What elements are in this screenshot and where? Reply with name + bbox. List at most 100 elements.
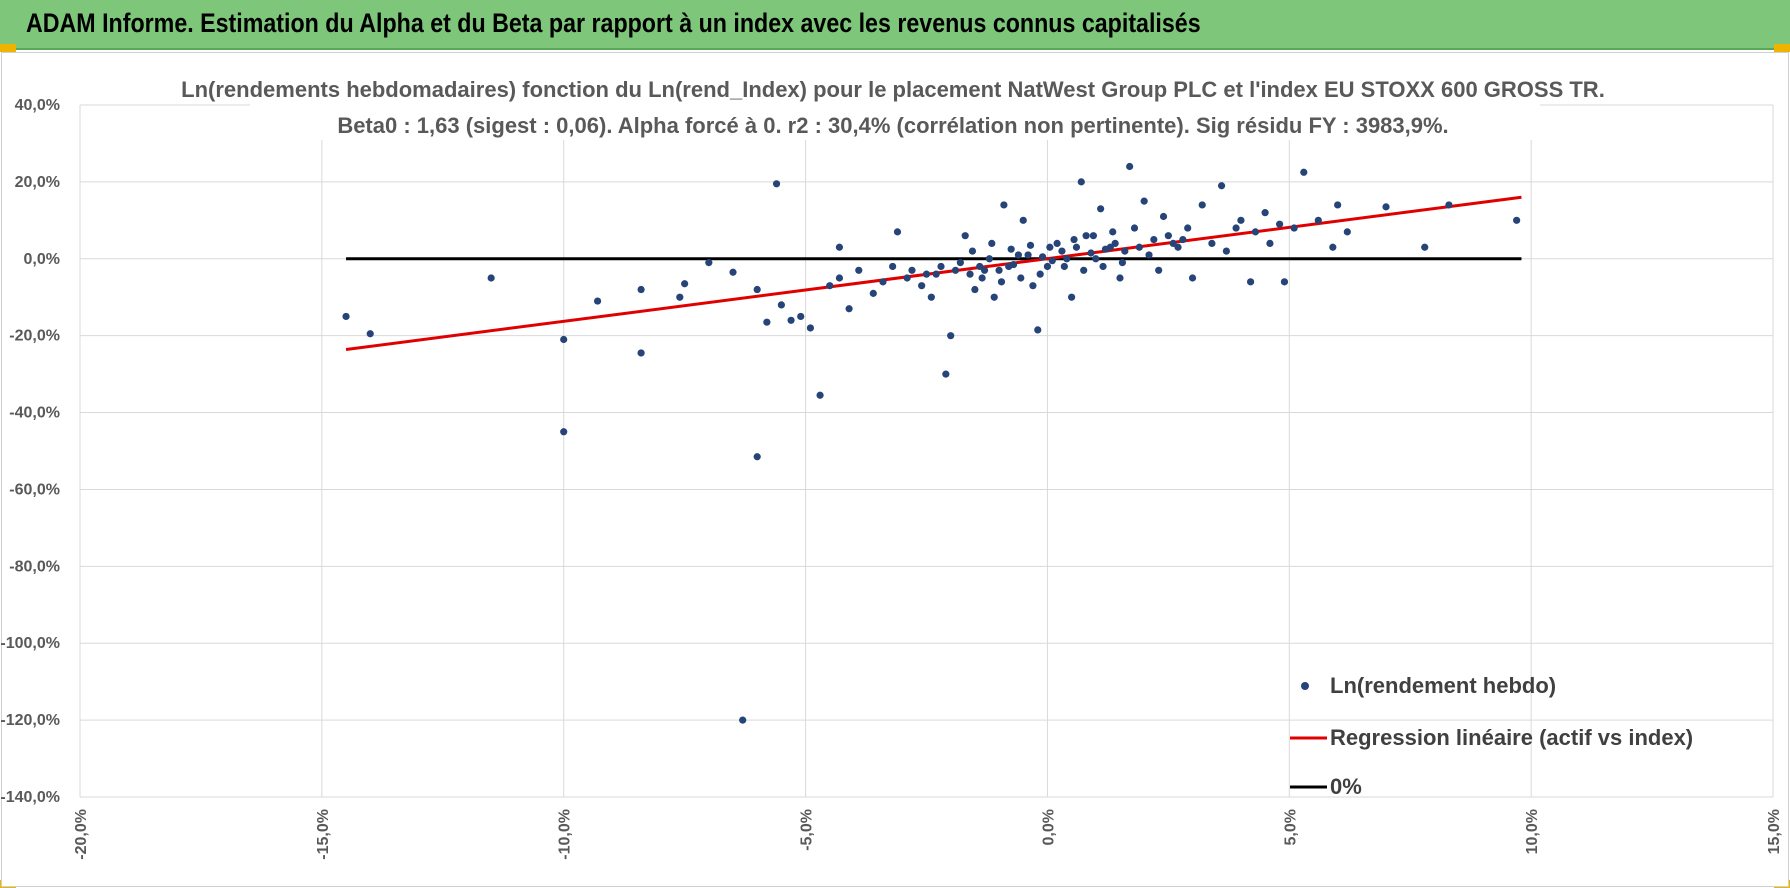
data-point [961, 232, 969, 240]
data-point [1109, 228, 1117, 236]
data-point [1246, 278, 1255, 286]
data-point [927, 293, 935, 301]
data-point [980, 266, 989, 274]
data-point [1140, 197, 1148, 205]
data-point [1266, 239, 1274, 247]
data-point [1184, 224, 1192, 232]
data-point [1169, 239, 1177, 247]
data-point [1097, 205, 1105, 213]
data-point [835, 243, 844, 251]
data-point [797, 312, 805, 321]
data-point [1087, 249, 1095, 257]
data-point [739, 716, 747, 724]
data-point [1053, 239, 1061, 247]
data-point [1135, 243, 1143, 251]
data-point [1329, 243, 1337, 251]
x-tick-label: -20,0% [73, 809, 90, 860]
data-point [1009, 260, 1018, 269]
legend-swatch-points [1301, 682, 1309, 690]
data-point [889, 262, 897, 271]
data-point [1034, 326, 1042, 334]
x-tick-label: -5,0% [799, 809, 816, 851]
data-point [1099, 262, 1107, 271]
data-point [1070, 235, 1078, 244]
chart-title-line2: Beta0 : 1,63 (sigest : 0,06). Alpha forc… [337, 113, 1448, 138]
data-point [1063, 255, 1071, 263]
corner-marker-left [0, 44, 16, 52]
y-tick-label: -40,0% [9, 405, 60, 422]
legend-label-points: Ln(rendement hebdo) [1330, 673, 1556, 698]
data-point [1382, 203, 1390, 211]
data-point [990, 293, 998, 301]
data-point [903, 274, 911, 282]
data-point [1072, 243, 1081, 251]
data-point [487, 274, 495, 282]
data-point [1174, 243, 1182, 251]
data-point [951, 266, 960, 274]
data-point [1048, 257, 1056, 265]
data-point [976, 262, 984, 271]
data-point [1159, 212, 1168, 221]
data-point [855, 266, 863, 274]
data-point [956, 259, 964, 267]
data-point [985, 255, 993, 263]
data-point [869, 289, 877, 297]
data-point [1208, 239, 1216, 247]
data-point [971, 285, 979, 294]
data-point [1092, 255, 1100, 263]
chart-legend: Ln(rendement hebdo) Regression linéaire … [1290, 673, 1693, 799]
data-point [1000, 201, 1008, 209]
data-point [1036, 270, 1044, 278]
data-point [942, 370, 950, 378]
data-point [1130, 224, 1139, 232]
data-point [1290, 224, 1298, 232]
data-point [893, 228, 902, 236]
data-point [1126, 162, 1134, 171]
data-point [1121, 247, 1129, 255]
data-point [988, 239, 996, 247]
data-point [1198, 201, 1206, 209]
chart-area [1, 52, 1789, 887]
data-point [932, 270, 940, 278]
data-point [1150, 235, 1158, 244]
x-tick-label: 15,0% [1766, 809, 1783, 854]
data-point [560, 335, 568, 344]
y-tick-label: -140,0% [0, 789, 60, 806]
x-tick-label: -10,0% [557, 809, 574, 860]
data-point [1089, 232, 1097, 240]
data-point [1118, 259, 1127, 267]
data-point [845, 305, 853, 313]
data-point [1421, 243, 1429, 251]
data-point [1026, 241, 1035, 249]
y-tick-label: -100,0% [0, 635, 60, 652]
data-point [366, 330, 374, 338]
data-point [995, 266, 1003, 274]
data-point [997, 278, 1006, 286]
x-tick-label: 5,0% [1282, 809, 1299, 845]
data-point [753, 285, 761, 294]
data-point [1111, 239, 1119, 247]
y-tick-label: 0,0% [24, 251, 60, 268]
report-banner: ADAM Informe. Estimation du Alpha et du … [0, 0, 1790, 50]
data-point [835, 274, 844, 282]
data-point [729, 268, 737, 276]
data-point [1217, 182, 1226, 190]
banner-title: ADAM Informe. Estimation du Alpha et du … [26, 8, 1201, 38]
data-point [1280, 278, 1289, 286]
data-point [705, 259, 713, 267]
data-point [1188, 274, 1197, 282]
data-point [1014, 251, 1023, 259]
series-points [342, 162, 1521, 724]
data-point [1019, 216, 1027, 224]
data-point [1024, 251, 1032, 259]
data-point [676, 293, 684, 301]
data-point [1077, 178, 1085, 186]
data-point [681, 280, 689, 288]
data-point [1179, 235, 1187, 244]
y-tick-label: -60,0% [9, 481, 60, 498]
data-point [1276, 220, 1284, 228]
data-point [342, 312, 350, 321]
data-point [879, 278, 887, 286]
data-point [772, 180, 781, 188]
